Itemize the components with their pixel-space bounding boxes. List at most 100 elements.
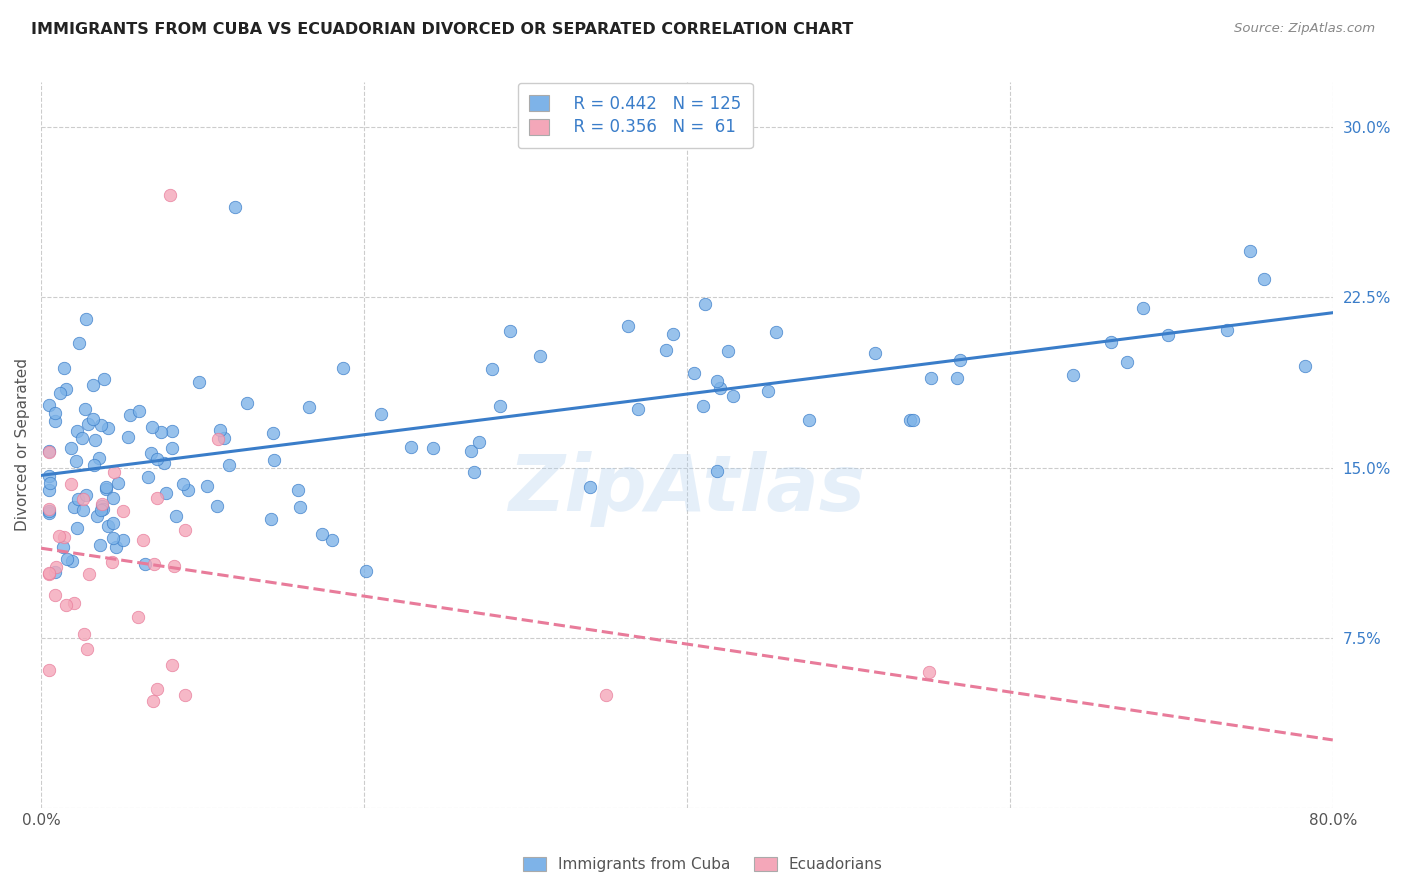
- Point: [399, 440, 422, 454]
- Point: [90, 503, 112, 517]
- Point: [60, 441, 83, 455]
- Point: [91, 502, 114, 516]
- Point: [463, 465, 485, 479]
- Point: [75, 402, 97, 417]
- Point: [370, 408, 392, 422]
- Point: [212, 431, 235, 445]
- Point: [499, 324, 522, 338]
- Point: [208, 423, 231, 437]
- Point: [72, 491, 94, 506]
- Text: ZipAtlas: ZipAtlas: [509, 450, 866, 526]
- Point: [262, 425, 284, 440]
- Point: [97, 519, 120, 533]
- Point: [706, 374, 728, 388]
- Point: [692, 399, 714, 413]
- Point: [142, 694, 165, 708]
- Point: [1253, 272, 1275, 286]
- Point: [682, 366, 704, 380]
- Point: [56, 551, 79, 566]
- Point: [901, 413, 924, 427]
- Point: [60, 477, 83, 491]
- Point: [127, 610, 149, 624]
- Point: [38, 567, 60, 582]
- Point: [422, 441, 444, 455]
- Point: [259, 511, 281, 525]
- Point: [38, 502, 60, 516]
- Point: [66, 425, 89, 439]
- Point: [900, 413, 922, 427]
- Point: [38, 398, 60, 412]
- Point: [96, 482, 118, 496]
- Point: [187, 375, 209, 389]
- Point: [529, 350, 551, 364]
- Point: [44, 414, 66, 428]
- Point: [117, 429, 139, 443]
- Point: [595, 688, 617, 702]
- Point: [118, 409, 141, 423]
- Point: [765, 325, 787, 339]
- Point: [354, 564, 377, 578]
- Point: [105, 540, 128, 554]
- Point: [101, 491, 124, 505]
- Point: [721, 389, 744, 403]
- Point: [55, 382, 77, 396]
- Point: [946, 371, 969, 385]
- Point: [1062, 368, 1084, 382]
- Point: [90, 417, 112, 432]
- Point: [100, 555, 122, 569]
- Point: [146, 682, 169, 697]
- Point: [655, 343, 678, 357]
- Point: [94, 480, 117, 494]
- Point: [63, 500, 86, 514]
- Point: [107, 475, 129, 490]
- Point: [617, 318, 640, 333]
- Point: [49, 386, 72, 401]
- Point: [70, 431, 93, 445]
- Text: Source: ZipAtlas.com: Source: ZipAtlas.com: [1234, 22, 1375, 36]
- Point: [101, 516, 124, 530]
- Text: IMMIGRANTS FROM CUBA VS ECUADORIAN DIVORCED OR SEPARATED CORRELATION CHART: IMMIGRANTS FROM CUBA VS ECUADORIAN DIVOR…: [31, 22, 853, 37]
- Point: [39, 476, 62, 491]
- Point: [38, 566, 60, 581]
- Point: [1156, 328, 1178, 343]
- Point: [797, 413, 820, 427]
- Point: [90, 497, 112, 511]
- Point: [1294, 359, 1316, 373]
- Point: [321, 533, 343, 548]
- Point: [173, 688, 195, 702]
- Point: [332, 360, 354, 375]
- Point: [263, 452, 285, 467]
- Point: [45, 560, 67, 574]
- Point: [1099, 334, 1122, 349]
- Point: [38, 663, 60, 677]
- Point: [706, 464, 728, 478]
- Point: [155, 486, 177, 500]
- Point: [63, 596, 86, 610]
- Point: [468, 435, 491, 450]
- Point: [136, 469, 159, 483]
- Point: [162, 657, 184, 672]
- Point: [103, 465, 125, 479]
- Point: [224, 200, 246, 214]
- Point: [756, 384, 779, 398]
- Point: [160, 424, 183, 438]
- Point: [55, 598, 77, 612]
- Point: [53, 530, 76, 544]
- Point: [83, 458, 105, 472]
- Legend:   R = 0.442   N = 125,   R = 0.356   N =  61: R = 0.442 N = 125, R = 0.356 N = 61: [517, 83, 752, 148]
- Point: [460, 444, 482, 458]
- Point: [72, 502, 94, 516]
- Point: [159, 188, 181, 202]
- Point: [662, 326, 685, 341]
- Point: [207, 500, 229, 514]
- Point: [38, 469, 60, 483]
- Point: [48, 529, 70, 543]
- Point: [918, 665, 941, 679]
- Point: [38, 504, 60, 518]
- Point: [84, 433, 107, 447]
- Point: [97, 420, 120, 434]
- Point: [93, 371, 115, 385]
- Point: [579, 480, 602, 494]
- Point: [91, 499, 114, 513]
- Point: [38, 483, 60, 497]
